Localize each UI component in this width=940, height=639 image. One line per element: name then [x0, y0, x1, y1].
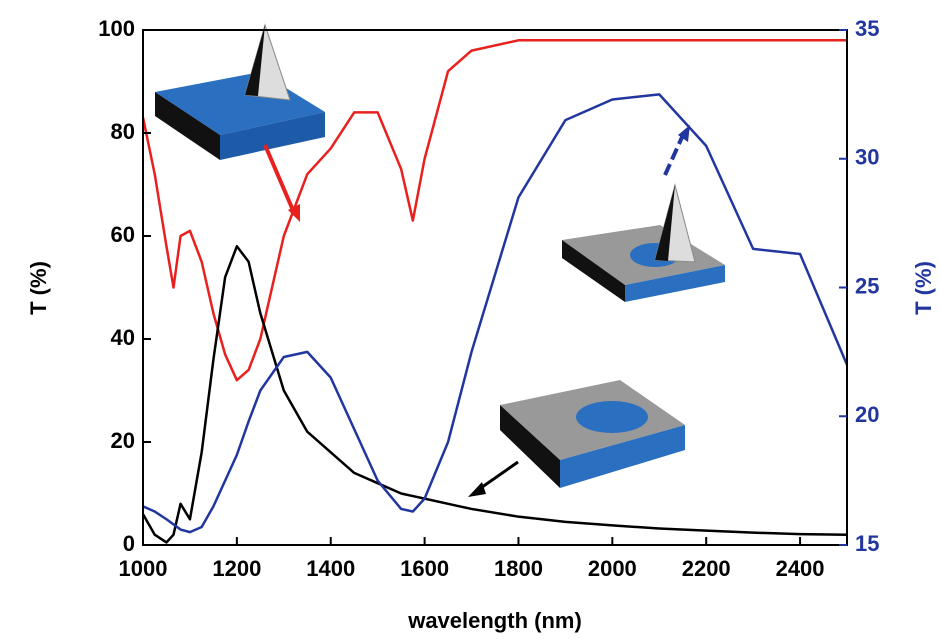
x-tick-label: 2000: [588, 556, 637, 581]
series-line: [143, 94, 847, 532]
y-axis-label: T (%): [26, 261, 51, 315]
inset-cone-in-hole: [562, 125, 725, 302]
x-tick-label: 1200: [212, 556, 261, 581]
y2-axis-label: T (%): [911, 261, 936, 315]
x-tick-label: 1000: [119, 556, 168, 581]
y2-tick-label: 25: [855, 273, 879, 298]
x-tick-label: 2400: [776, 556, 825, 581]
y2-tick-label: 35: [855, 16, 879, 41]
y2-tick-label: 20: [855, 402, 879, 427]
y-tick-label: 60: [111, 222, 135, 247]
y2-tick-label: 30: [855, 145, 879, 170]
x-tick-label: 1800: [494, 556, 543, 581]
x-tick-label: 2200: [682, 556, 731, 581]
y-tick-label: 20: [111, 428, 135, 453]
chart: wavelength (nm) T (%) T (%) 100012001400…: [0, 0, 940, 639]
y-tick-label: 100: [98, 16, 135, 41]
y2-tick-label: 15: [855, 531, 879, 556]
series-line: [143, 246, 847, 542]
x-tick-label: 1600: [400, 556, 449, 581]
inset-hole: [468, 380, 685, 497]
y-tick-label: 80: [111, 119, 135, 144]
y-tick-label: 0: [123, 531, 135, 556]
y-tick-label: 40: [111, 325, 135, 350]
page: {"chart_data": {"type": "line", "x_label…: [0, 0, 940, 639]
x-axis-label: wavelength (nm): [407, 608, 582, 633]
x-tick-label: 1400: [306, 556, 355, 581]
